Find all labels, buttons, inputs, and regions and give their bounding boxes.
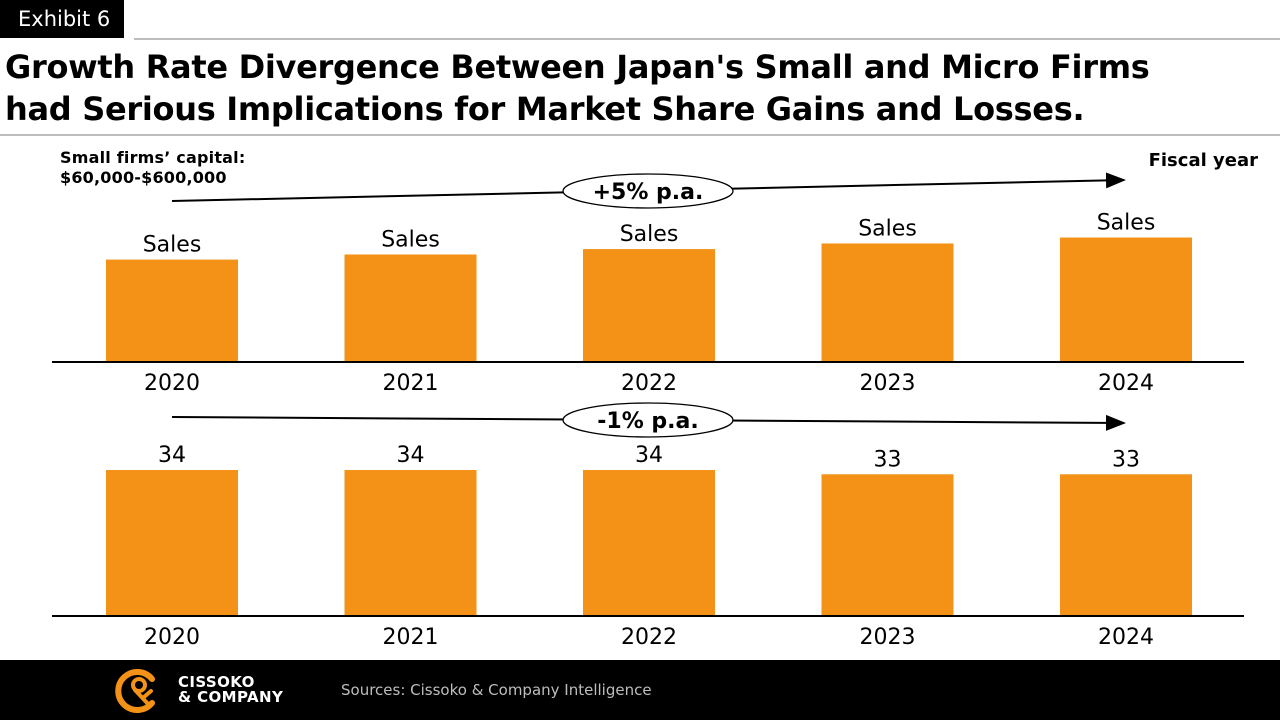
bar-data-label: Sales: [381, 227, 440, 252]
trend-annotation-bubble: [562, 402, 734, 438]
bar-data-label: 34: [397, 443, 425, 468]
bar: [344, 470, 477, 616]
bar: [1060, 237, 1192, 362]
x-tick-label: 2021: [383, 371, 439, 395]
bar-data-label: Sales: [143, 233, 202, 258]
capital-note: Small firms’ capital: $60,000-$600,000: [60, 148, 245, 188]
trend-annotation: -1% p.a.: [597, 409, 698, 434]
x-tick-label: 2020: [144, 625, 200, 650]
bar-data-label: Sales: [858, 216, 917, 241]
logo-line-2: & COMPANY: [178, 688, 284, 706]
title-rule: [0, 134, 1280, 136]
page-title: Growth Rate Divergence Between Japan's S…: [5, 46, 1280, 130]
bar-data-label: Sales: [1097, 211, 1156, 236]
bar-data-label: Sales: [620, 222, 679, 247]
bar: [583, 249, 715, 362]
sources-note: Sources: Cissoko & Company Intelligence: [341, 681, 652, 699]
bar: [821, 243, 954, 362]
x-tick-label: 2022: [621, 371, 677, 395]
footer: CISSOKO & COMPANY Sources: Cissoko & Com…: [0, 660, 1280, 720]
x-tick-label: 2022: [621, 625, 677, 650]
x-tick-label: 2024: [1098, 371, 1154, 395]
x-tick-label: 2023: [860, 371, 916, 395]
capital-note-line-2: $60,000-$600,000: [60, 168, 227, 187]
trend-annotation-bubble: [562, 173, 734, 209]
trend-annotation: +5% p.a.: [593, 180, 704, 205]
x-tick-label: 2023: [860, 625, 916, 650]
bar: [583, 470, 715, 616]
bar: [1060, 474, 1192, 616]
x-tick-label: 2021: [383, 625, 439, 650]
title-line-2: had Serious Implications for Market Shar…: [5, 90, 1085, 128]
bar-data-label: 33: [1112, 447, 1140, 472]
title-line-1: Growth Rate Divergence Between Japan's S…: [5, 48, 1150, 86]
exhibit-label: Exhibit 6: [0, 0, 125, 38]
bar: [106, 470, 238, 616]
bar-data-label: 34: [158, 443, 186, 468]
fiscal-year-caption: Fiscal year: [1148, 150, 1258, 171]
micro-firms-chart: -1% p.a. 34 2020 34 2021 34 2022 33 2023 33 2024: [52, 402, 1244, 650]
bar: [821, 474, 954, 616]
logo-line-1: CISSOKO: [178, 673, 255, 691]
x-tick-label: 2020: [144, 371, 200, 395]
bar-data-label: 33: [874, 447, 902, 472]
bar-data-label: 34: [635, 443, 663, 468]
bar: [344, 254, 477, 362]
x-tick-label: 2024: [1098, 625, 1154, 650]
company-logo-text: CISSOKO & COMPANY: [178, 675, 283, 705]
bar: [106, 259, 238, 362]
header-rule: [134, 38, 1280, 40]
company-logo-icon: [115, 669, 155, 713]
capital-note-line-1: Small firms’ capital:: [60, 148, 246, 167]
small-firms-sales-chart: +5% p.a. Sales 2020 Sales 2021 Sales 2022 Sales…: [52, 172, 1244, 395]
